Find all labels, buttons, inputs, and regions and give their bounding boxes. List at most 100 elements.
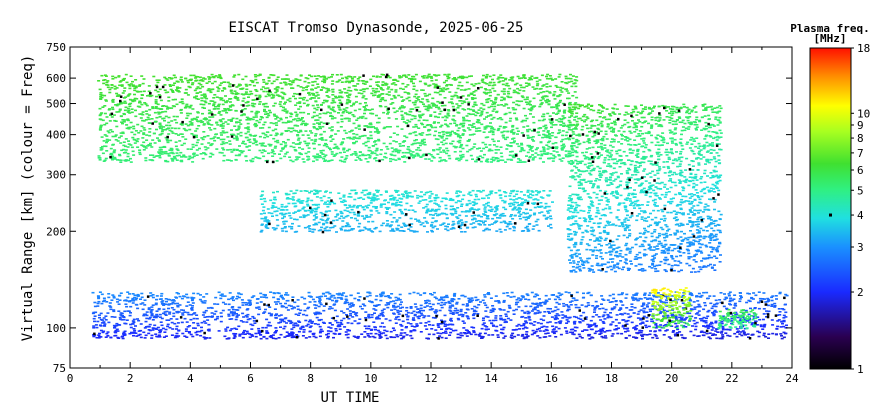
echo-point — [589, 325, 593, 327]
echo-point — [352, 335, 356, 338]
echo-point — [171, 98, 175, 101]
echo-point — [315, 159, 319, 161]
echo-point — [461, 133, 465, 135]
echo-point — [519, 298, 523, 300]
echo-point — [242, 140, 245, 143]
echo-point — [238, 145, 241, 147]
echo-point — [716, 331, 720, 333]
echo-point — [434, 116, 438, 118]
echo-point — [434, 309, 438, 311]
echo-point — [185, 321, 189, 323]
echo-point — [538, 79, 542, 81]
echo-point — [564, 138, 568, 140]
echo-point — [557, 104, 561, 107]
echo-point — [534, 148, 538, 151]
echo-point — [344, 295, 348, 298]
echo-point — [235, 297, 239, 300]
echo-point — [561, 138, 565, 141]
echo-point — [125, 305, 129, 308]
echo-point — [327, 147, 331, 149]
echo-point — [710, 329, 714, 331]
echo-point — [418, 100, 422, 103]
echo-point — [566, 305, 570, 307]
echo-point — [524, 82, 528, 84]
echo-point — [620, 313, 624, 316]
echo-point — [113, 135, 117, 138]
echo-point — [311, 320, 314, 323]
echo-point — [279, 326, 282, 328]
echo-point — [290, 328, 294, 330]
echo-point — [144, 159, 148, 162]
echo-point — [456, 140, 460, 143]
echo-point — [173, 157, 177, 159]
echo-point — [681, 336, 685, 339]
echo-point — [314, 133, 318, 135]
echo-point — [273, 147, 277, 149]
echo-point — [295, 334, 299, 336]
echo-point — [375, 81, 379, 84]
echo-point — [647, 297, 651, 300]
echo-point — [118, 81, 122, 83]
echo-point — [183, 335, 187, 337]
echo-point — [499, 324, 503, 326]
echo-point — [142, 133, 146, 136]
echo-point — [560, 311, 564, 313]
echo-point — [502, 90, 506, 93]
echo-point — [387, 117, 391, 119]
echo-point — [499, 76, 503, 79]
echo-point — [129, 326, 133, 329]
echo-point — [470, 147, 474, 150]
echo-point — [164, 335, 168, 337]
echo-point — [747, 293, 751, 295]
echo-point — [558, 101, 562, 104]
echo-point — [497, 300, 501, 303]
echo-point — [357, 80, 361, 82]
echo-point — [115, 111, 119, 113]
echo-point — [265, 318, 269, 321]
echo-point — [528, 156, 532, 159]
echo-point — [330, 108, 334, 111]
echo-point — [318, 138, 322, 140]
echo-point — [551, 325, 555, 328]
echo-point — [606, 316, 610, 319]
echo-point — [338, 89, 342, 91]
echo-point — [544, 328, 548, 331]
echo-point — [121, 131, 125, 134]
echo-point — [245, 321, 249, 323]
echo-point — [163, 152, 167, 155]
echo-point — [758, 331, 762, 334]
echo-point — [510, 337, 514, 339]
echo-point — [341, 141, 345, 143]
echo-point — [654, 322, 658, 325]
echo-point — [528, 146, 532, 148]
echo-point — [557, 76, 561, 78]
echo-point — [456, 111, 460, 114]
echo-point — [237, 85, 241, 87]
echo-point — [552, 157, 556, 160]
echo-point — [284, 153, 288, 155]
echo-point — [449, 133, 453, 136]
echo-point — [229, 106, 232, 108]
echo-point — [417, 127, 421, 129]
echo-point — [126, 119, 130, 122]
echo-point — [563, 117, 567, 119]
echo-point — [317, 75, 321, 77]
echo-point — [686, 312, 690, 315]
echo-point — [368, 336, 372, 338]
echo-point — [615, 303, 618, 306]
echo-point — [354, 159, 358, 161]
echo-point — [113, 335, 117, 337]
echo-point — [236, 128, 240, 131]
echo-point — [639, 319, 643, 321]
echo-point — [483, 126, 487, 128]
echo-point — [440, 328, 443, 330]
echo-point — [260, 88, 263, 91]
echo-point — [474, 83, 478, 85]
echo-point — [141, 137, 145, 139]
echo-point — [510, 131, 514, 134]
echo-point — [326, 332, 330, 335]
echo-point — [636, 313, 640, 315]
echo-point — [97, 297, 101, 300]
echo-point — [514, 108, 518, 111]
echo-point — [138, 113, 142, 115]
